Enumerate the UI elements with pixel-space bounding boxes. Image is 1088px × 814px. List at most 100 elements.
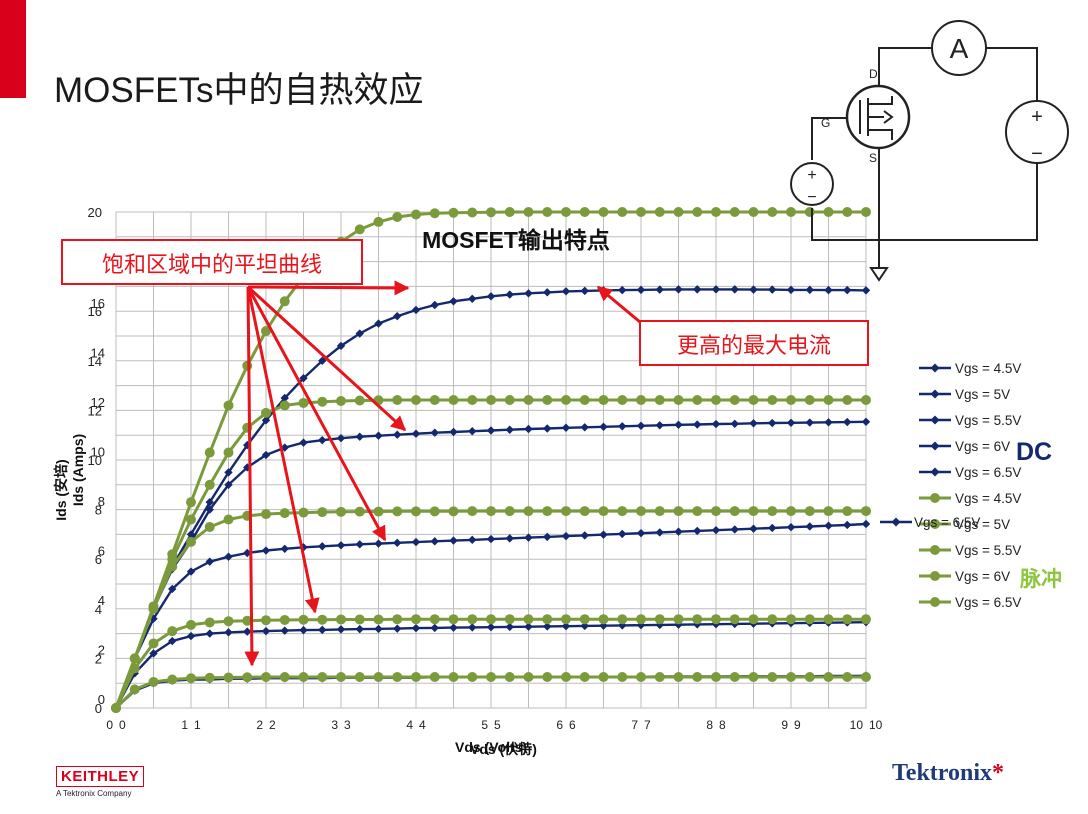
ground-symbol <box>869 267 889 282</box>
data-point <box>336 433 346 443</box>
data-point <box>486 394 496 405</box>
data-point <box>579 506 590 517</box>
legend-item: Vgs = 5.5V <box>919 413 1021 428</box>
data-point <box>204 672 215 683</box>
data-point <box>149 614 158 623</box>
data-point <box>129 684 140 695</box>
data-point <box>205 629 214 638</box>
data-point <box>524 289 533 298</box>
data-point <box>579 394 590 405</box>
data-point <box>318 356 327 365</box>
data-point <box>336 614 346 625</box>
data-point <box>711 419 721 429</box>
drain-voltage-source-icon <box>1005 100 1069 164</box>
data-point <box>673 394 684 405</box>
data-point <box>617 506 628 517</box>
data-point <box>467 672 478 682</box>
gate-source-minus: − <box>807 189 816 206</box>
data-point <box>804 207 815 217</box>
data-point <box>861 672 871 682</box>
data-point <box>786 207 796 217</box>
data-point <box>580 423 589 432</box>
data-point <box>336 672 346 682</box>
data-point <box>786 418 796 427</box>
y-tick-label-alt: 2 <box>98 643 105 658</box>
legend-item: Vgs = 6V <box>919 569 1010 584</box>
data-point <box>523 394 534 405</box>
data-point <box>205 497 214 507</box>
data-point <box>411 672 421 682</box>
data-point <box>261 509 271 520</box>
y-tick-label-alt: 16 <box>91 296 105 311</box>
data-point <box>336 395 346 406</box>
data-point <box>804 672 815 682</box>
data-point <box>861 417 871 427</box>
data-point <box>468 427 477 436</box>
data-point <box>204 521 215 532</box>
data-point <box>298 614 309 625</box>
data-point <box>729 394 740 405</box>
data-point <box>374 319 383 328</box>
data-point <box>673 614 684 625</box>
data-point <box>261 672 271 682</box>
arrow <box>246 285 407 432</box>
data-point <box>730 419 739 428</box>
data-point <box>354 672 365 682</box>
data-point <box>767 614 778 625</box>
data-point <box>655 421 664 430</box>
data-point <box>543 622 552 631</box>
x-tick-label-alt: 8 <box>719 718 726 732</box>
data-point <box>224 628 233 637</box>
legend-label: Vgs = 5.5V <box>955 413 1021 428</box>
legend-marker <box>930 441 940 451</box>
data-point <box>392 394 403 405</box>
x-tick-label: 2 <box>256 718 263 732</box>
data-point <box>186 673 196 684</box>
data-point <box>804 506 815 517</box>
data-point <box>654 207 665 217</box>
data-point <box>429 506 440 517</box>
data-point <box>636 207 646 217</box>
x-tick-label-alt: 1 <box>194 718 201 732</box>
data-point <box>392 506 403 517</box>
data-point <box>598 394 609 405</box>
data-point <box>186 497 196 508</box>
data-point <box>373 672 384 682</box>
data-point <box>805 285 814 295</box>
x-axis-title-alt: Vds (Volts) <box>455 739 527 755</box>
data-point <box>280 626 289 635</box>
data-point <box>392 614 403 625</box>
data-point <box>167 549 178 560</box>
y-tick-label: 8 <box>95 503 102 518</box>
data-point <box>411 506 421 517</box>
data-point <box>318 625 327 635</box>
data-point <box>242 672 253 683</box>
wire <box>879 162 1038 241</box>
y-tick-label-alt: 12 <box>91 395 105 410</box>
data-point <box>561 207 571 217</box>
data-point <box>336 541 346 550</box>
data-point <box>204 617 215 628</box>
data-point <box>692 506 703 517</box>
data-point <box>786 394 796 405</box>
data-point <box>243 627 252 636</box>
data-point <box>654 672 665 682</box>
data-point <box>543 532 552 542</box>
data-point <box>298 672 309 682</box>
data-point <box>617 614 628 625</box>
arrow <box>246 286 387 542</box>
drain-label: D <box>869 67 878 81</box>
data-point <box>317 396 328 407</box>
data-point <box>411 537 421 547</box>
drain-source-plus: + <box>1031 106 1043 128</box>
x-tick-label: 4 <box>406 718 413 732</box>
data-point <box>524 622 533 631</box>
x-tick-label: 0 <box>106 718 113 732</box>
legend-item: Vgs = 6.5V <box>919 465 1021 480</box>
data-point <box>411 623 421 633</box>
data-point <box>561 423 571 432</box>
data-point <box>148 638 159 649</box>
data-point <box>580 621 589 631</box>
y-tick-label: 14 <box>88 354 102 369</box>
data-point <box>299 625 308 635</box>
